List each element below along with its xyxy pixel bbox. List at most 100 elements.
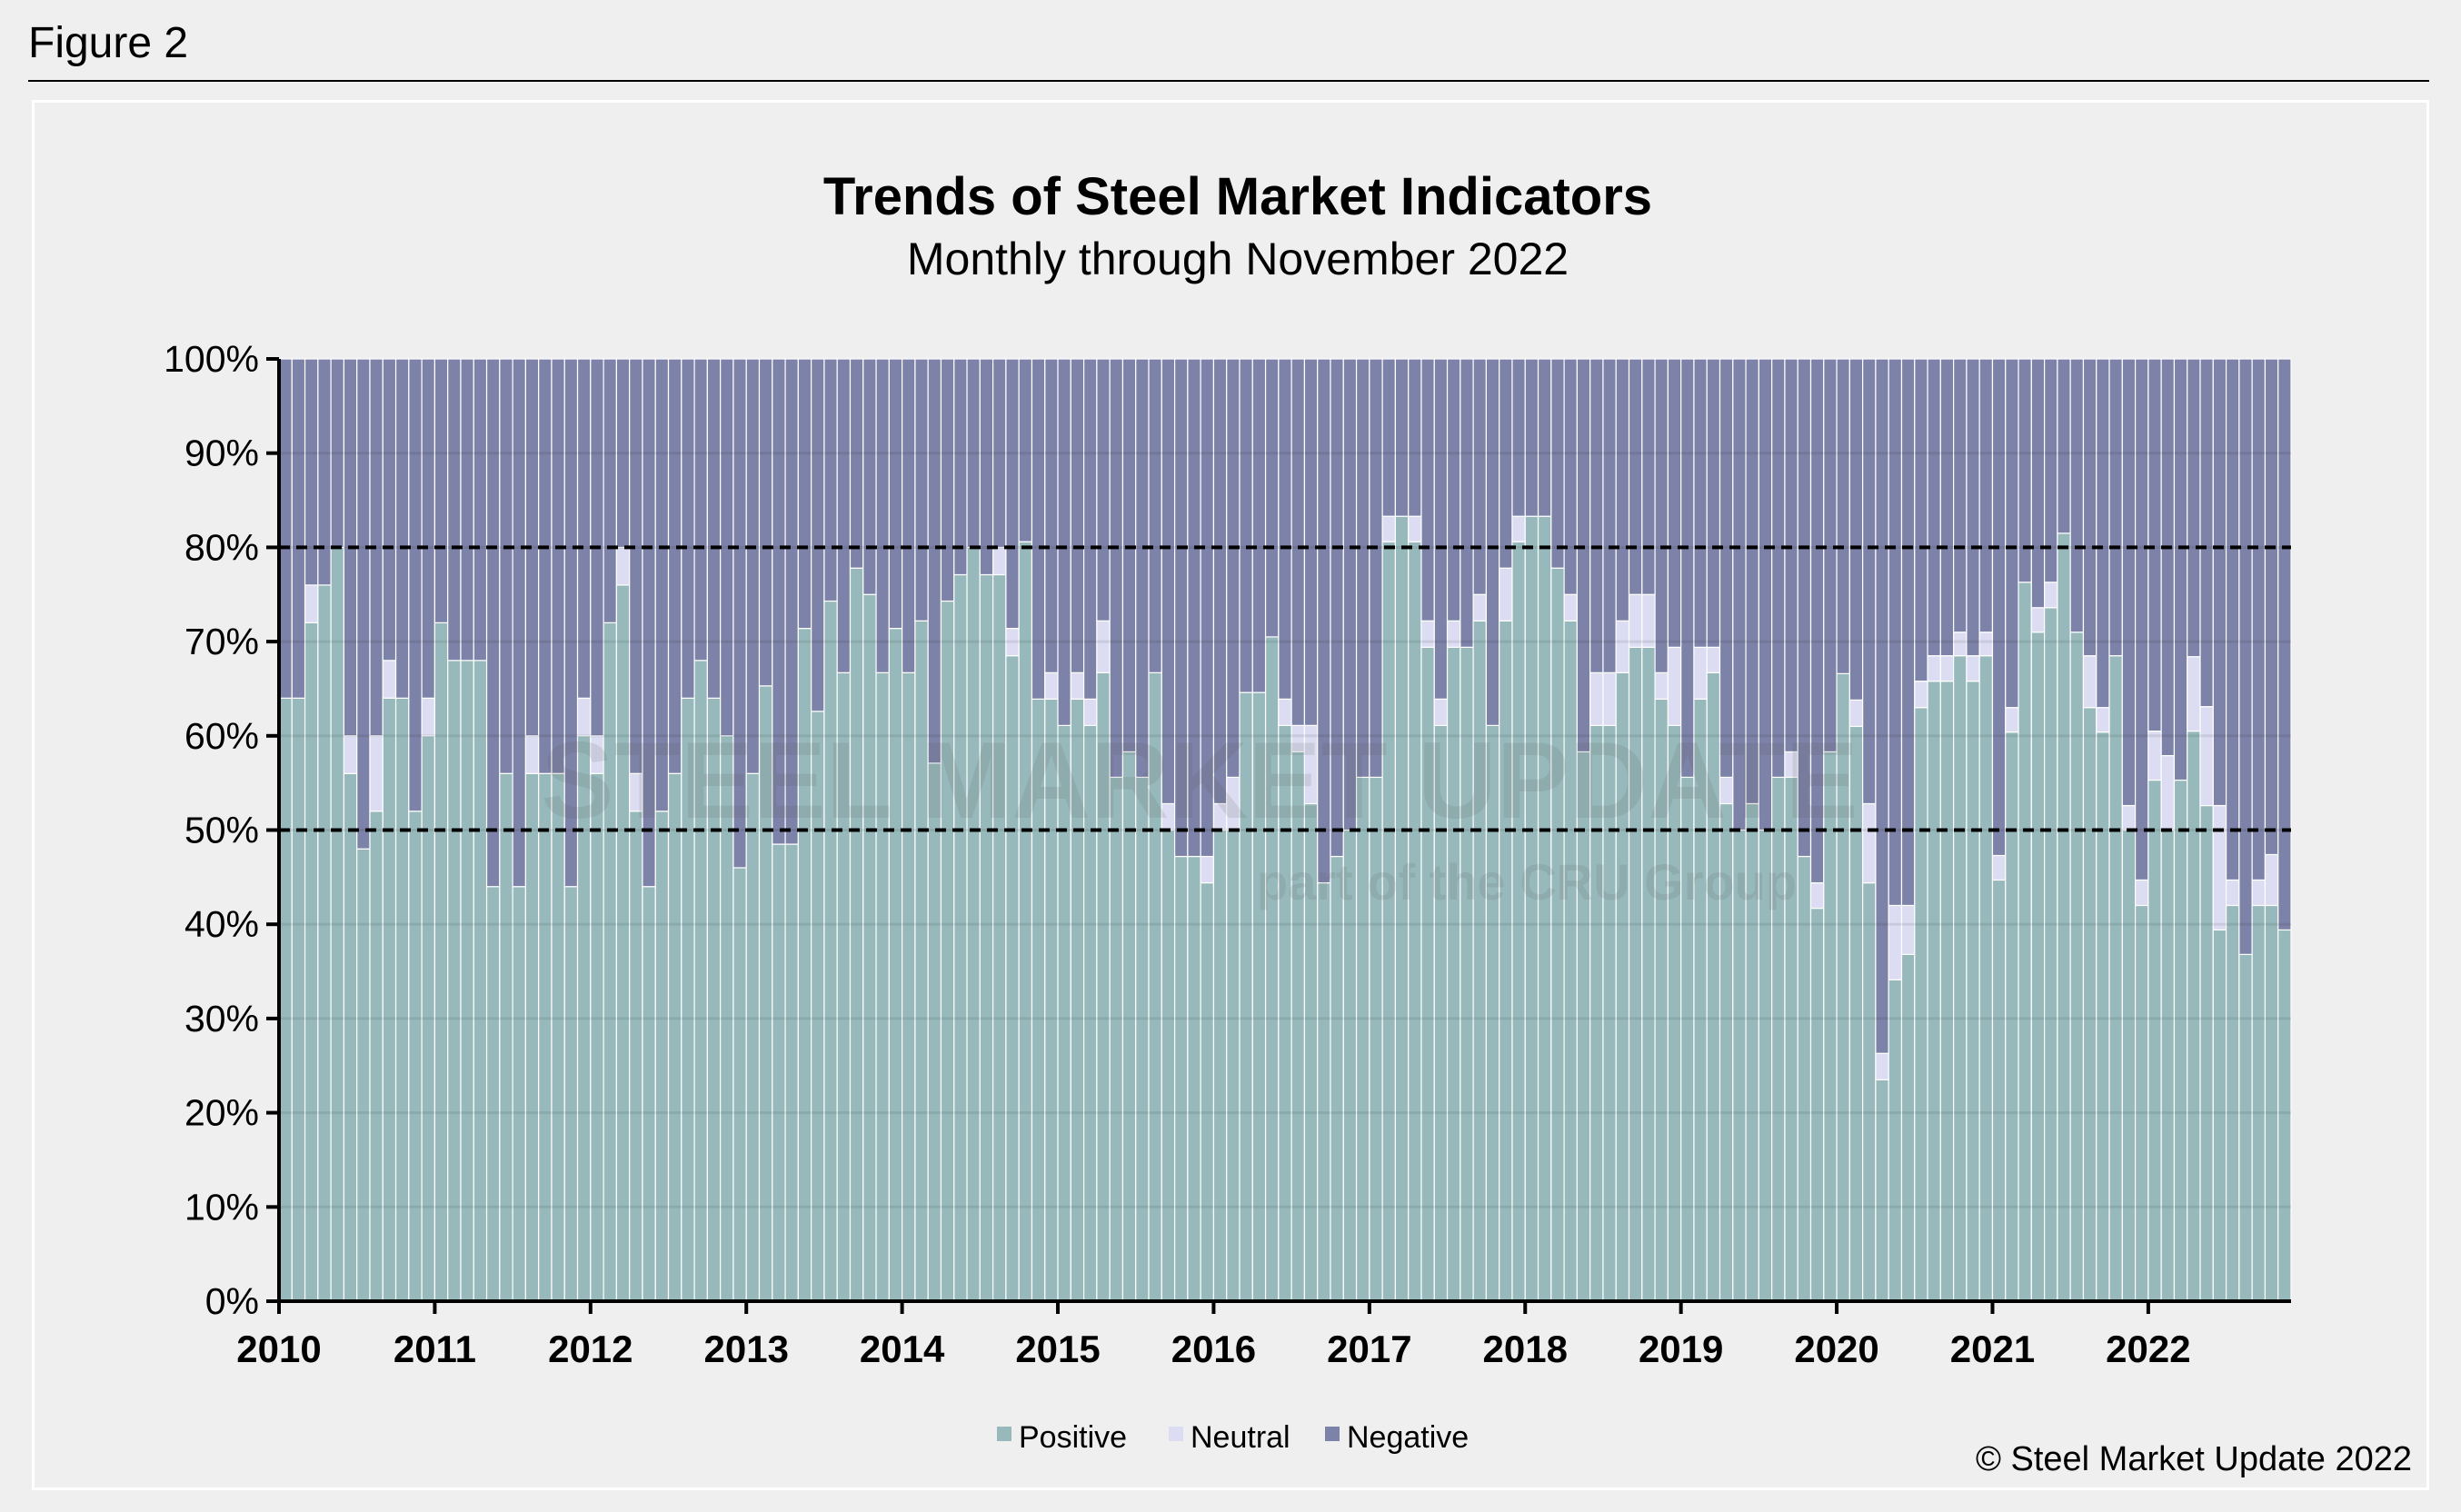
bar-positive <box>1809 907 1825 1302</box>
chart-title: Trends of Steel Market Indicators <box>823 167 1652 226</box>
bar-negative <box>1823 358 1838 753</box>
bar-negative <box>914 358 929 622</box>
bar-negative <box>1018 358 1033 542</box>
bar-positive <box>1953 655 1968 1302</box>
bar-positive <box>979 573 994 1302</box>
bar-negative <box>2134 358 2149 881</box>
copyright-text: © Steel Market Update 2022 <box>1976 1440 2412 1478</box>
bar-positive <box>2264 904 2279 1302</box>
bar-negative <box>940 358 955 602</box>
bar-neutral <box>369 735 384 812</box>
bar-positive <box>667 772 683 1302</box>
bar-neutral <box>1096 620 1111 673</box>
bar-negative <box>485 358 501 888</box>
bar-positive <box>485 886 501 1302</box>
bar-negative <box>1667 358 1682 648</box>
bar-neutral <box>524 735 540 774</box>
bar-positive <box>356 848 371 1302</box>
bars-group <box>278 358 2292 1302</box>
bar-neutral <box>1654 671 1669 700</box>
bar-positive <box>629 811 643 1302</box>
bar-negative <box>849 358 864 569</box>
x-tick-label: 2018 <box>1483 1328 1568 1370</box>
figure-divider <box>28 80 2429 82</box>
bar-negative <box>1394 358 1410 517</box>
bar-neutral <box>1927 655 1941 682</box>
bar-negative <box>291 358 306 699</box>
bar-neutral <box>1420 620 1435 648</box>
bar-negative <box>1836 358 1850 674</box>
bar-negative <box>1148 358 1162 673</box>
bar-negative <box>2030 358 2046 609</box>
x-tick-label: 2015 <box>1015 1328 1100 1370</box>
bar-negative <box>382 358 397 662</box>
bar-neutral <box>1641 593 1656 648</box>
bar-neutral <box>2096 707 2110 733</box>
bar-negative <box>2005 358 2019 709</box>
bar-negative <box>1499 358 1513 569</box>
y-tick-label: 90% <box>184 433 259 474</box>
bar-negative <box>1433 358 1449 700</box>
bar-neutral <box>1939 655 1955 682</box>
bar-neutral <box>304 584 319 623</box>
x-tick-label: 2020 <box>1794 1328 1878 1370</box>
bar-negative <box>499 358 513 774</box>
x-tick-label: 2017 <box>1327 1328 1411 1370</box>
bar-neutral <box>2030 607 2046 633</box>
bar-neutral <box>1888 904 1903 980</box>
x-tick-label: 2022 <box>2106 1328 2190 1370</box>
watermark: STEEL MARKET UPDATE part of the CRU Grou… <box>542 720 1858 910</box>
bar-neutral <box>2212 804 2227 931</box>
bar-neutral <box>1991 854 2007 881</box>
bar-neutral <box>2187 656 2201 732</box>
bar-negative <box>1641 358 1656 595</box>
bar-negative <box>888 358 903 630</box>
legend-swatch-negative <box>1325 1427 1340 1441</box>
bar-negative <box>1226 358 1240 779</box>
bar-neutral <box>1044 671 1059 700</box>
bar-negative <box>1563 358 1578 595</box>
bar-neutral <box>1070 671 1085 700</box>
bar-negative <box>629 358 643 774</box>
x-tick-label: 2016 <box>1171 1328 1256 1370</box>
bar-positive <box>654 811 670 1302</box>
bar-negative <box>394 358 410 699</box>
bar-positive <box>1161 829 1176 1302</box>
bar-negative <box>2187 358 2201 658</box>
y-tick-label: 60% <box>184 715 259 757</box>
bar-negative <box>1848 358 1864 701</box>
bar-negative <box>576 358 592 699</box>
bar-positive <box>369 811 384 1302</box>
bar-negative <box>1005 358 1020 630</box>
bar-positive <box>317 584 332 1302</box>
bar-negative <box>2069 358 2085 633</box>
bar-negative <box>1121 358 1137 753</box>
bar-neutral <box>1381 515 1397 542</box>
bar-negative <box>875 358 890 673</box>
bar-negative <box>706 358 722 699</box>
bar-negative <box>1888 358 1903 907</box>
bar-negative <box>1369 358 1383 779</box>
bar-positive <box>1914 707 1928 1302</box>
bar-neutral <box>992 546 1007 576</box>
bar-positive <box>2225 904 2240 1302</box>
legend: Positive Neutral Negative <box>997 1420 1469 1455</box>
bar-negative <box>1900 358 1916 907</box>
bar-positive <box>1212 829 1228 1302</box>
bar-positive <box>940 600 955 1302</box>
bar-negative <box>1044 358 1059 673</box>
x-tick-label: 2012 <box>548 1328 633 1370</box>
bar-positive <box>1550 567 1565 1302</box>
bar-positive <box>1109 776 1124 1302</box>
bar-neutral <box>615 546 631 586</box>
legend-label-positive: Positive <box>1019 1420 1127 1455</box>
bar-positive <box>473 660 488 1302</box>
bar-positive <box>2018 582 2032 1302</box>
bar-negative <box>356 358 371 850</box>
bar-negative <box>1303 358 1319 726</box>
bar-negative <box>1278 358 1292 700</box>
bar-neutral <box>1499 567 1513 622</box>
bar-positive <box>862 593 877 1302</box>
bar-neutral <box>2005 707 2019 733</box>
bar-positive <box>927 762 942 1302</box>
